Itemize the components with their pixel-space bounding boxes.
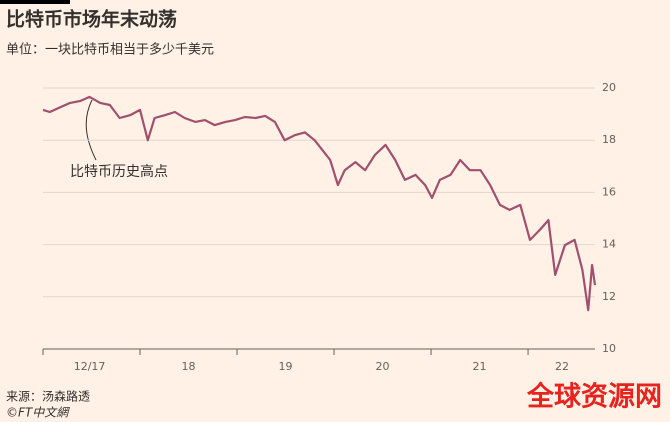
x-tick-label: 22 (555, 360, 569, 373)
y-tick-label: 20 (602, 81, 616, 94)
y-tick-label: 18 (602, 133, 616, 146)
y-tick-label: 14 (602, 238, 616, 251)
brand-bar (0, 0, 70, 4)
annotation-arrow (85, 99, 97, 161)
chart-title: 比特币市场年末动荡 (6, 8, 177, 31)
x-tick-label: 20 (376, 360, 390, 373)
x-tick-label: 18 (182, 360, 196, 373)
x-tick-label: 19 (279, 360, 293, 373)
chart-subtitle: 单位：一块比特币相当于多少千美元 (6, 42, 214, 58)
watermark: 全球资源网 (526, 381, 662, 413)
x-tick-label: 12/17 (74, 360, 106, 373)
line (42, 95, 597, 312)
y-tick-label: 16 (602, 185, 616, 198)
y-tick-label: 12 (602, 290, 616, 303)
x-tick-label: 21 (473, 360, 487, 373)
y-tick-label: 10 (602, 342, 616, 355)
source: 来源：汤森路透 (6, 389, 90, 404)
credit: ©FT中文網 (6, 406, 70, 420)
annotation: 比特币历史高点 (70, 163, 168, 180)
